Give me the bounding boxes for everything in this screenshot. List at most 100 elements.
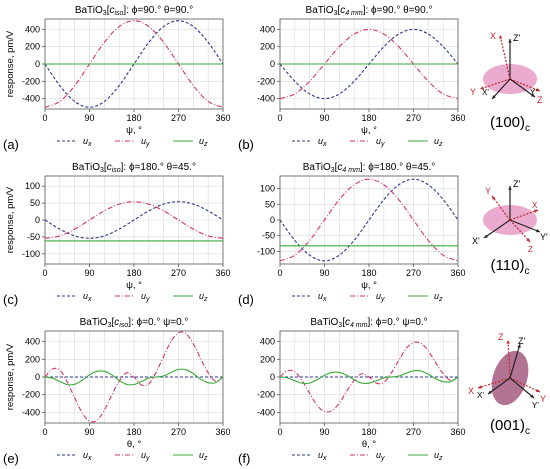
y-tick-label: 0	[270, 372, 275, 382]
x-tick-label: 0	[277, 427, 282, 437]
label-z-prime: Z'	[513, 33, 520, 43]
label-z: Z	[537, 95, 543, 105]
legend-label-ux: ux	[83, 450, 92, 462]
x-tick-label: 360	[450, 113, 465, 123]
series-group	[280, 341, 458, 413]
y-tick-label: 50	[30, 198, 40, 208]
series-line-uy	[45, 201, 223, 239]
x-tick-label: 90	[319, 268, 329, 278]
legend-label-uy: uy	[141, 291, 150, 303]
x-prime-axis-head	[484, 234, 488, 238]
x-tick-label: 270	[171, 427, 186, 437]
z-axis-head	[526, 238, 530, 242]
y-tick-label: -50	[262, 231, 275, 241]
panel-a: 0 90 180 270 360 -400 -200 0 200 400 ψ, ° response,…	[3, 5, 231, 152]
y-tick-label: 400	[25, 337, 40, 347]
y-axis	[479, 78, 511, 90]
z-axis-head	[536, 88, 540, 92]
chart-title: BaTiO3[ciso]: ϕ=0.° ψ=0.°	[80, 317, 189, 329]
x-tick-label: 270	[406, 113, 421, 123]
x-tick-label: 270	[171, 268, 186, 278]
x-tick-label: 180	[361, 427, 376, 437]
y-axis-label: response, pm/V	[5, 30, 16, 97]
x-tick-label: 90	[84, 113, 94, 123]
y-tick-label: -400	[257, 94, 275, 104]
y-tick-label: 200	[260, 42, 275, 52]
x-tick-label: 360	[450, 268, 465, 278]
x-tick-label: 180	[126, 268, 141, 278]
panel-e: 0 90 180 270 360 -400 -200 0 200 400 θ, ° response,…	[3, 317, 231, 466]
label-y-prime: Y'	[540, 232, 548, 242]
series-line-uy	[45, 20, 223, 108]
y-tick-label: -400	[22, 407, 40, 417]
x-tick-label: 270	[406, 268, 421, 278]
x-tick-label: 90	[319, 113, 329, 123]
x-tick-label: 360	[215, 268, 230, 278]
x-axis	[509, 209, 539, 221]
legend: ux uy uz	[292, 291, 443, 303]
series-line-ux	[45, 20, 223, 108]
chart-title: BaTiO3[c4 mm]: ϕ=90.° θ=90.°	[306, 5, 433, 17]
inset-001: Z Z' X X' YY'(001)c	[468, 332, 546, 437]
z-prime-axis-head	[517, 344, 521, 348]
panel-label: (b)	[238, 137, 254, 152]
panel-d: 0 90 180 270 360 -100 -50 0 50 100 ψ, ° BaTiO3[c4 m…	[238, 162, 466, 307]
y-tick-label: 0	[270, 215, 275, 225]
label-y: Y	[470, 87, 476, 97]
miller-index: (001)c	[490, 417, 530, 437]
legend-label-ux: ux	[318, 450, 327, 462]
series-group	[280, 28, 458, 100]
panel-label: (a)	[3, 137, 19, 152]
miller-index: (100)c	[490, 114, 530, 134]
y-axis-head	[480, 86, 484, 90]
y-tick-label: -100	[22, 249, 40, 259]
legend-label-uy: uy	[376, 291, 385, 303]
label-y: Y	[540, 394, 546, 404]
x-axis-label: ψ, °	[126, 280, 142, 291]
x-tick-label: 0	[42, 427, 47, 437]
grid	[280, 176, 458, 264]
x-prime-axis	[487, 377, 511, 395]
legend: ux uy uz	[57, 291, 208, 303]
label-z-prime: Z'	[513, 179, 520, 189]
legend-label-uy: uy	[141, 450, 150, 462]
y-tick-label: -400	[22, 94, 40, 104]
legend-label-ux: ux	[318, 291, 327, 303]
y-axis	[491, 195, 511, 221]
x-tick-label: 90	[84, 268, 94, 278]
series-line-ux	[45, 201, 223, 239]
legend-label-ux: ux	[83, 136, 92, 148]
x-tick-label: 0	[42, 113, 47, 123]
panel-f: 0 90 180 270 360 -400 -200 0 200 400 θ, ° BaTiO3[c4…	[238, 317, 466, 466]
legend-label-ux: ux	[318, 136, 327, 148]
y-prime-axis-head	[530, 394, 534, 398]
y-tick-label: 50	[265, 199, 275, 209]
inset-100: Z' X Y Z X' Y' (100)c	[470, 31, 543, 134]
legend: ux uy uz	[57, 450, 208, 462]
z-axis	[509, 78, 541, 92]
x-axis-label: θ, °	[127, 439, 142, 450]
label-x: X	[532, 201, 538, 210]
series-group	[45, 201, 223, 242]
panel-label: (e)	[3, 451, 19, 466]
x-tick-label: 360	[450, 427, 465, 437]
y-tick-label: 200	[260, 354, 275, 364]
x-tick-label: 90	[84, 427, 94, 437]
y-prime-axis-head	[531, 93, 535, 97]
y-axis-head	[492, 196, 496, 200]
y-tick-label: 200	[25, 42, 40, 52]
x-prime-axis	[483, 219, 511, 239]
series-line-uz	[45, 368, 223, 386]
x-tick-label: 180	[361, 113, 376, 123]
label-x-prime: X'	[477, 391, 484, 400]
y-tick-label: -200	[257, 76, 275, 86]
grid	[45, 331, 223, 423]
legend-label-uy: uy	[376, 136, 385, 148]
x-tick-label: 180	[361, 268, 376, 278]
z-prime-axis-head	[508, 186, 512, 190]
chart-title: BaTiO3[c4 mm]: ϕ=180.° θ=45.°	[303, 162, 435, 174]
series-line-uy	[280, 178, 458, 262]
label-x-prime: X'	[482, 88, 489, 97]
z-axis	[507, 339, 511, 379]
z-axis-head	[506, 340, 510, 344]
